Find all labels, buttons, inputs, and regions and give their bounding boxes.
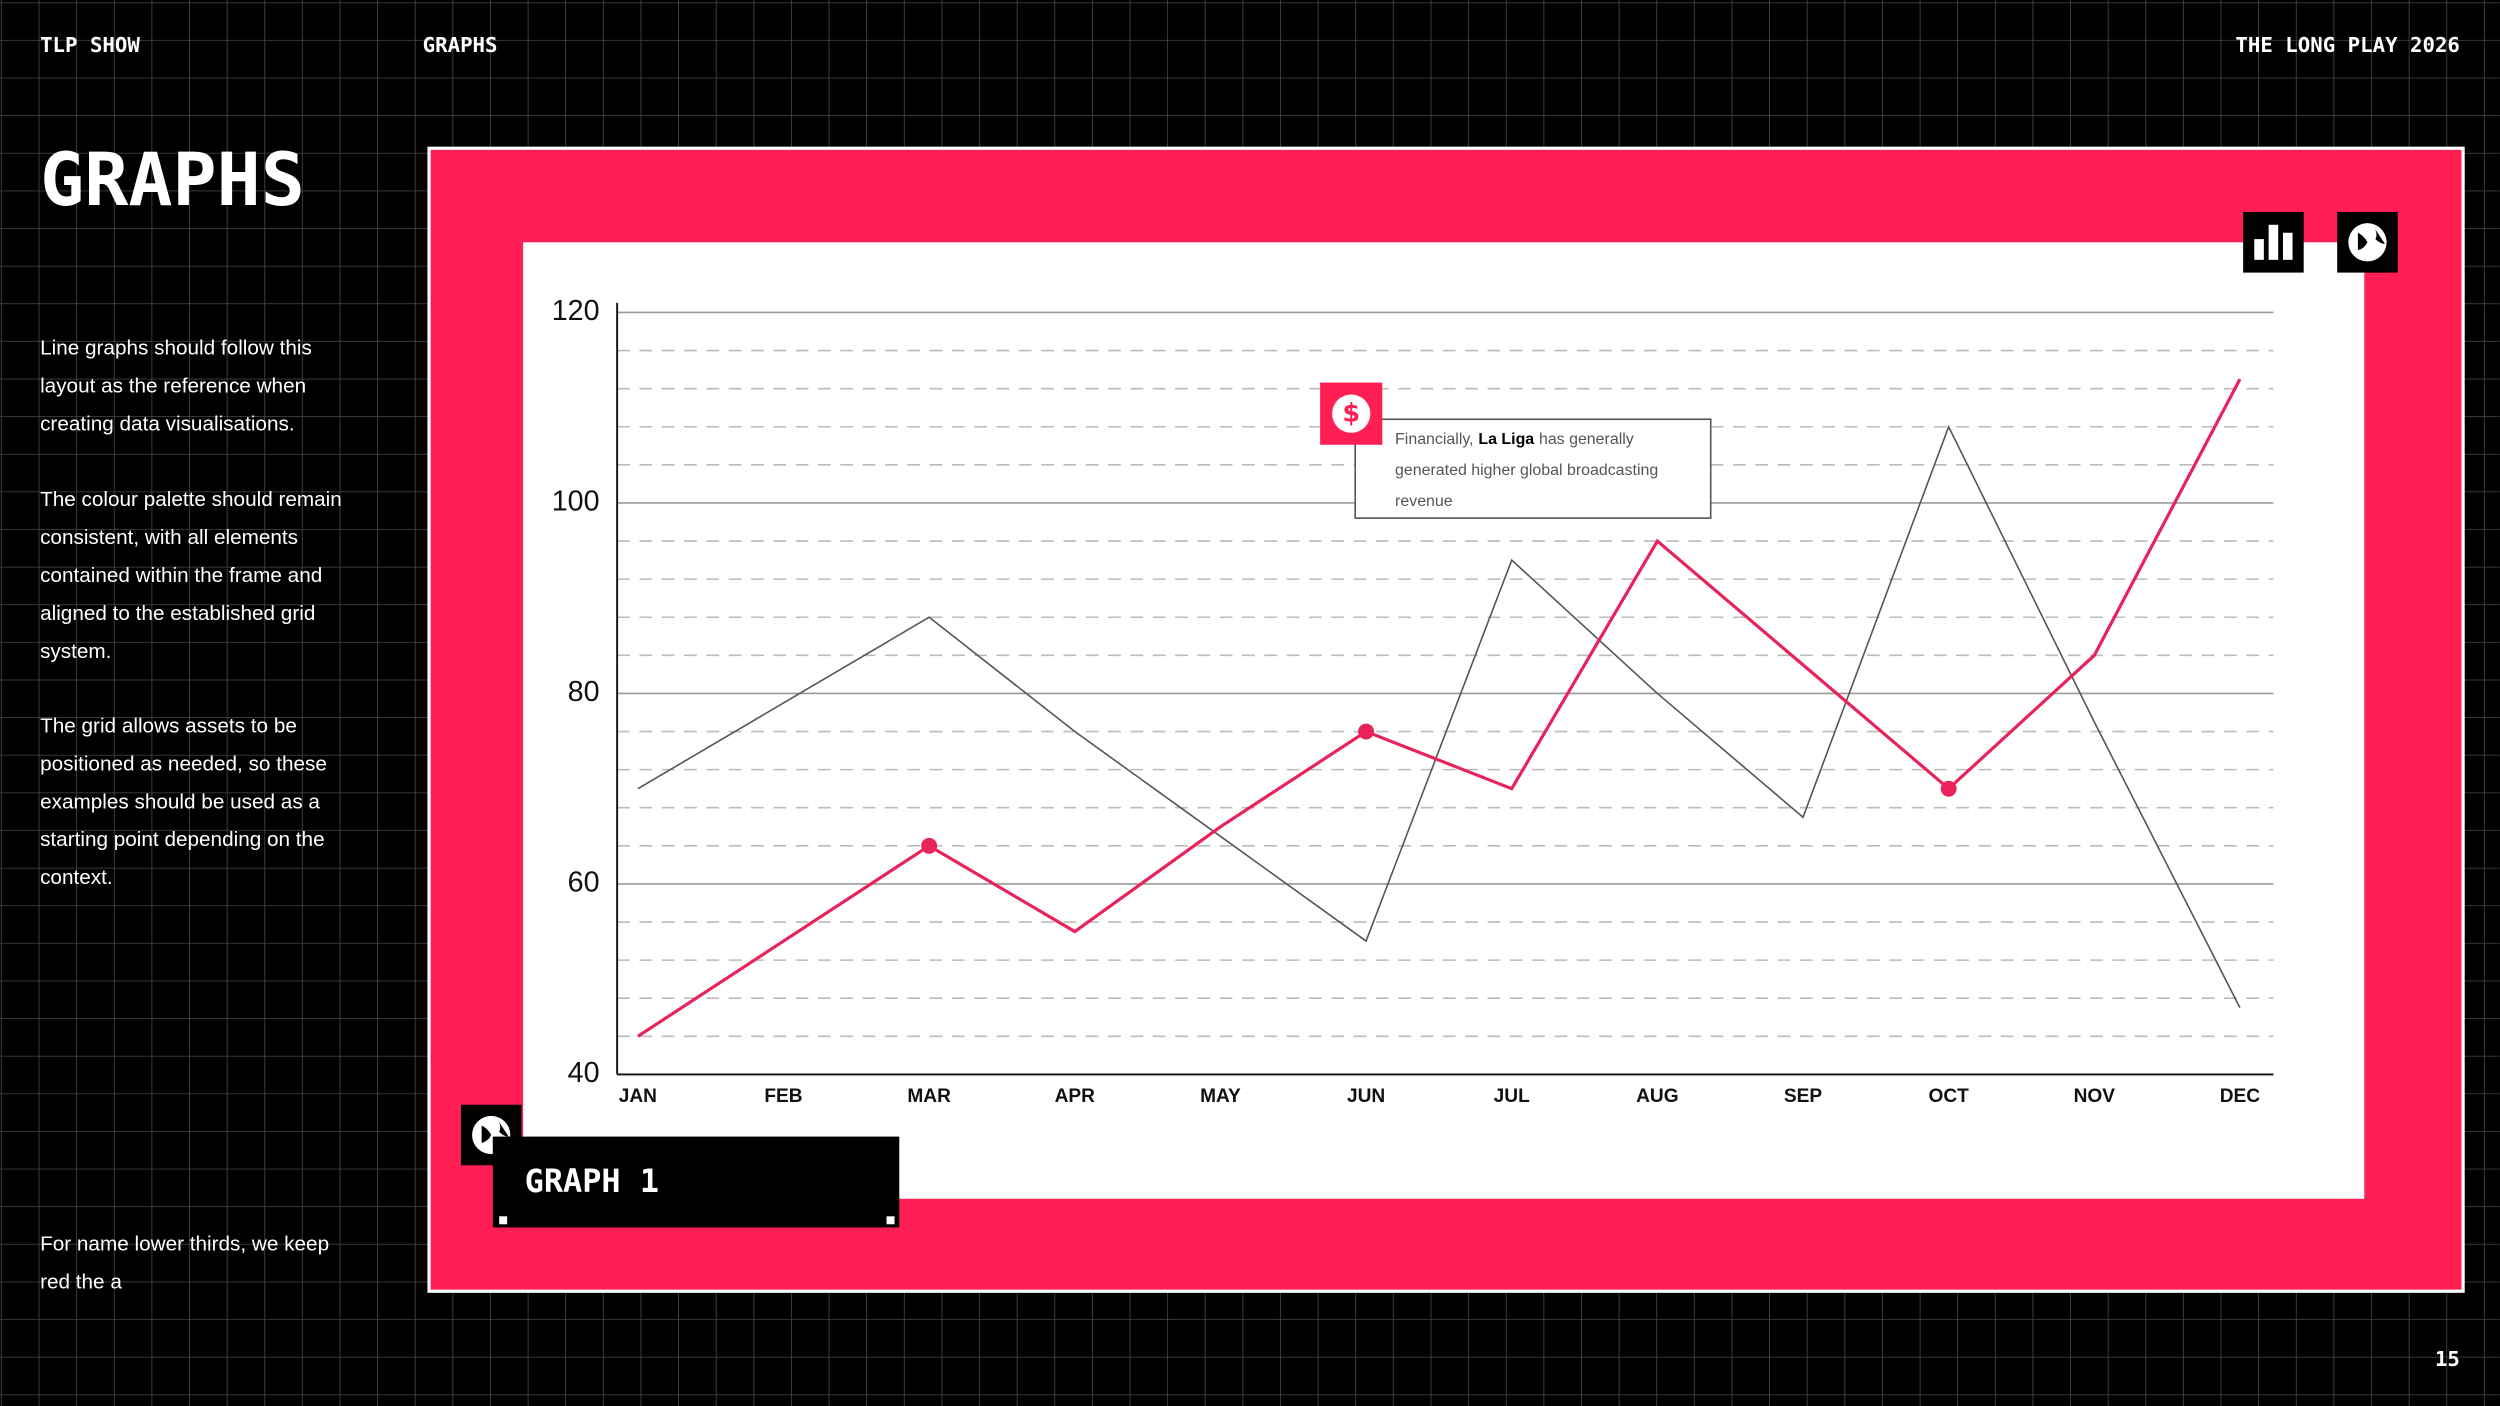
annotation-icon-symbol: $: [1342, 398, 1360, 428]
annotation-text: generated higher global broadcasting: [1395, 462, 1658, 479]
body-text: The colour palette should remain: [40, 488, 342, 511]
body-text: starting point depending on the: [40, 828, 325, 851]
plot-card: [523, 242, 2365, 1199]
body-text: For name lower thirds, we keep: [40, 1232, 329, 1255]
line-series: [636, 378, 2242, 1038]
body-text: aligned to the established grid: [40, 602, 315, 625]
annotation-part: has generally: [1539, 431, 1634, 448]
line-series: [637, 424, 2241, 1009]
page-number: 15: [2435, 1347, 2460, 1371]
header-right: THE LONG PLAY 2026: [2235, 33, 2460, 57]
annotation-part: generated higher global broadcasting: [1395, 462, 1658, 479]
point-marker: [1940, 780, 1957, 797]
annotation-box: [1354, 418, 1712, 519]
x-tick-label: APR: [1055, 1086, 1096, 1107]
body-text: positioned as needed, so these: [40, 752, 327, 775]
body-text: system.: [40, 640, 111, 663]
body-text: The grid allows assets to be: [40, 714, 297, 737]
body-text: consistent, with all elements: [40, 526, 298, 549]
x-tick-label: JUN: [1347, 1086, 1385, 1107]
annotation-part: revenue: [1395, 493, 1453, 510]
x-tick-label: NOV: [2074, 1086, 2116, 1107]
title: GRAPHS: [40, 138, 305, 223]
annotation-part: Financially,: [1395, 431, 1474, 448]
body-text: context.: [40, 866, 113, 889]
body-text: examples should be used as a: [40, 790, 320, 813]
y-tick-label: 60: [568, 867, 600, 899]
graph-label: GRAPH 1: [460, 1104, 900, 1228]
x-tick-label: OCT: [1928, 1086, 1969, 1107]
globe-icon: [2337, 212, 2398, 273]
body-text: creating data visualisations.: [40, 412, 295, 435]
body-text: red the a: [40, 1270, 122, 1293]
x-tick-label: MAY: [1200, 1086, 1241, 1107]
point-marker: [921, 837, 938, 854]
body-text: contained within the frame and: [40, 564, 322, 587]
header-left: TLP SHOW: [40, 33, 140, 57]
y-tick-label: 120: [552, 295, 600, 327]
x-tick-label: SEP: [1784, 1086, 1822, 1107]
graph-label-text: GRAPH 1: [525, 1162, 659, 1200]
y-tick-label: 100: [552, 486, 600, 518]
y-tick-label: 80: [568, 676, 600, 708]
annotation-part: La Liga: [1478, 431, 1534, 448]
x-tick-label: JUL: [1494, 1086, 1530, 1107]
chart-icon: [2243, 212, 2304, 273]
annotation-icon-circle: [1332, 394, 1371, 433]
x-tick-label: JAN: [619, 1086, 657, 1107]
x-tick-label: MAR: [907, 1086, 951, 1107]
y-tick-label: 40: [568, 1057, 600, 1089]
x-tick-label: DEC: [2220, 1086, 2261, 1107]
annotation-text: Financially, La Liga has generally: [1395, 431, 1634, 448]
x-tick-label: AUG: [1636, 1086, 1678, 1107]
body-text: Line graphs should follow this: [40, 337, 312, 360]
point-marker: [1358, 723, 1375, 740]
x-tick-label: FEB: [764, 1086, 802, 1107]
body-text: layout as the reference when: [40, 375, 306, 398]
header-middle: GRAPHS: [423, 33, 498, 57]
annotation-text: revenue: [1395, 493, 1453, 510]
